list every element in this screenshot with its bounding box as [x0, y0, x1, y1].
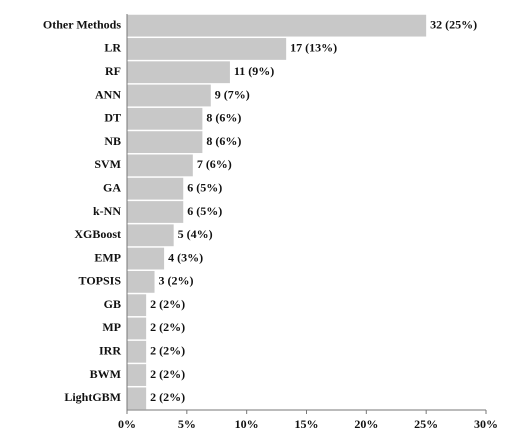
value-label: 7 (6%): [197, 157, 232, 171]
value-label: 17 (13%): [290, 41, 337, 55]
y-tick-label: Other Methods: [43, 17, 121, 31]
bar: [127, 201, 184, 223]
y-tick-label: TOPSIS: [79, 274, 122, 288]
x-tick-label: 15%: [295, 417, 319, 431]
bar: [127, 224, 174, 247]
value-label: 2 (2%): [150, 390, 185, 404]
bar: [127, 61, 230, 84]
value-label: 6 (5%): [187, 180, 222, 194]
bar: [127, 340, 147, 363]
y-tick-label: ANN: [95, 87, 121, 101]
value-label: 8 (6%): [206, 134, 241, 148]
y-tick-label: IRR: [99, 344, 121, 358]
bar: [127, 38, 287, 60]
x-tick-label: 30%: [474, 417, 498, 431]
value-label: 9 (7%): [215, 87, 250, 101]
bar: [127, 131, 203, 154]
y-tick-label: LightGBM: [64, 390, 121, 404]
bar: [127, 387, 147, 410]
bar: [127, 177, 184, 200]
value-label: 8 (6%): [206, 111, 241, 125]
y-tick-label: BWM: [90, 367, 121, 381]
bar: [127, 364, 147, 386]
x-tick-label: 5%: [178, 417, 196, 431]
y-tick-label: XGBoost: [74, 227, 121, 241]
y-tick-label: EMP: [94, 250, 121, 264]
x-tick-label: 0%: [118, 417, 136, 431]
value-label: 2 (2%): [150, 367, 185, 381]
value-label: 2 (2%): [150, 344, 185, 358]
value-label: 4 (3%): [168, 250, 203, 264]
bar: [127, 270, 155, 293]
value-label: 32 (25%): [430, 17, 477, 31]
y-tick-label: k-NN: [93, 204, 121, 218]
y-tick-label: GB: [104, 297, 121, 311]
bar: [127, 247, 165, 270]
x-tick-label: 20%: [354, 417, 378, 431]
bar: [127, 294, 147, 317]
value-label: 3 (2%): [159, 274, 194, 288]
y-tick-label: RF: [105, 64, 121, 78]
y-tick-label: LR: [104, 41, 121, 55]
bar: [127, 14, 427, 37]
value-label: 5 (4%): [178, 227, 213, 241]
x-tick-label: 25%: [414, 417, 438, 431]
y-tick-label: NB: [104, 134, 121, 148]
x-tick-label: 10%: [235, 417, 259, 431]
value-label: 2 (2%): [150, 320, 185, 334]
y-tick-label: SVM: [94, 157, 121, 171]
bar: [127, 154, 193, 177]
y-tick-label: DT: [104, 111, 121, 125]
value-label: 2 (2%): [150, 297, 185, 311]
bar: [127, 317, 147, 340]
y-tick-label: GA: [103, 180, 121, 194]
value-label: 11 (9%): [234, 64, 274, 78]
y-tick-label: MP: [102, 320, 121, 334]
bar: [127, 84, 211, 107]
bar: [127, 107, 203, 130]
value-label: 6 (5%): [187, 204, 222, 218]
